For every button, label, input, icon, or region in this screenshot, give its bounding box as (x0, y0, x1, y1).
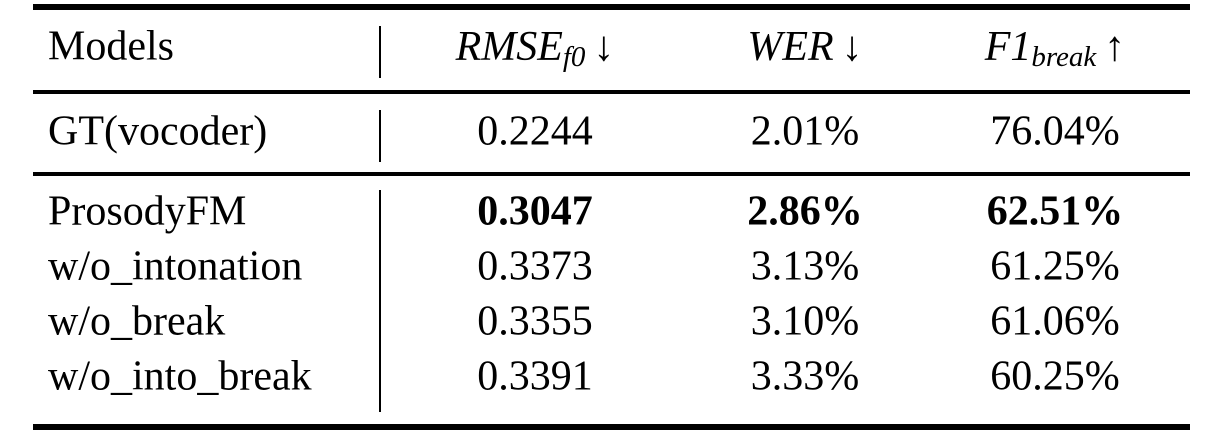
group-rule (33, 172, 1190, 176)
header-rule (33, 90, 1190, 94)
model-name: w/o_break (48, 299, 225, 345)
model-name: ProsodyFM (48, 189, 246, 235)
header-cell: F1break ↑ (984, 24, 1126, 73)
header-arrow: ↑ (1104, 24, 1125, 70)
metric-value: 0.3373 (477, 244, 593, 290)
metric-value: 2.01% (751, 109, 860, 155)
model-name: w/o_intonation (48, 244, 302, 290)
metric-value: 2.86% (747, 189, 863, 235)
header-subscript: f0 (563, 41, 586, 73)
metric-value: 0.3391 (477, 354, 593, 400)
metric-value: 3.33% (751, 354, 860, 400)
header-name: RMSE (455, 24, 563, 70)
model-name: w/o_into_break (48, 354, 312, 400)
header-arrow: ↓ (842, 24, 863, 70)
metric-value: 3.10% (751, 299, 860, 345)
metric-value: 62.51% (987, 189, 1124, 235)
top-rule (33, 4, 1190, 10)
model-name: GT(vocoder) (48, 109, 267, 155)
header-cell: RMSEf0 ↓ (455, 24, 615, 73)
metric-value: 0.3355 (477, 299, 593, 345)
header-subscript: break (1031, 41, 1097, 73)
metric-value: 76.04% (990, 109, 1120, 155)
metric-value: 61.25% (990, 244, 1120, 290)
header-models: Models (48, 24, 174, 70)
metric-value: 0.2244 (477, 109, 593, 155)
metric-value: 61.06% (990, 299, 1120, 345)
header-name: F1 (984, 24, 1032, 70)
metric-value: 3.13% (751, 244, 860, 290)
header-arrow: ↓ (593, 24, 614, 70)
header-name: WER (747, 24, 833, 70)
metric-value: 60.25% (990, 354, 1120, 400)
metric-value: 0.3047 (477, 189, 593, 235)
header-cell: WER ↓ (747, 24, 862, 70)
bottom-rule (33, 424, 1190, 430)
